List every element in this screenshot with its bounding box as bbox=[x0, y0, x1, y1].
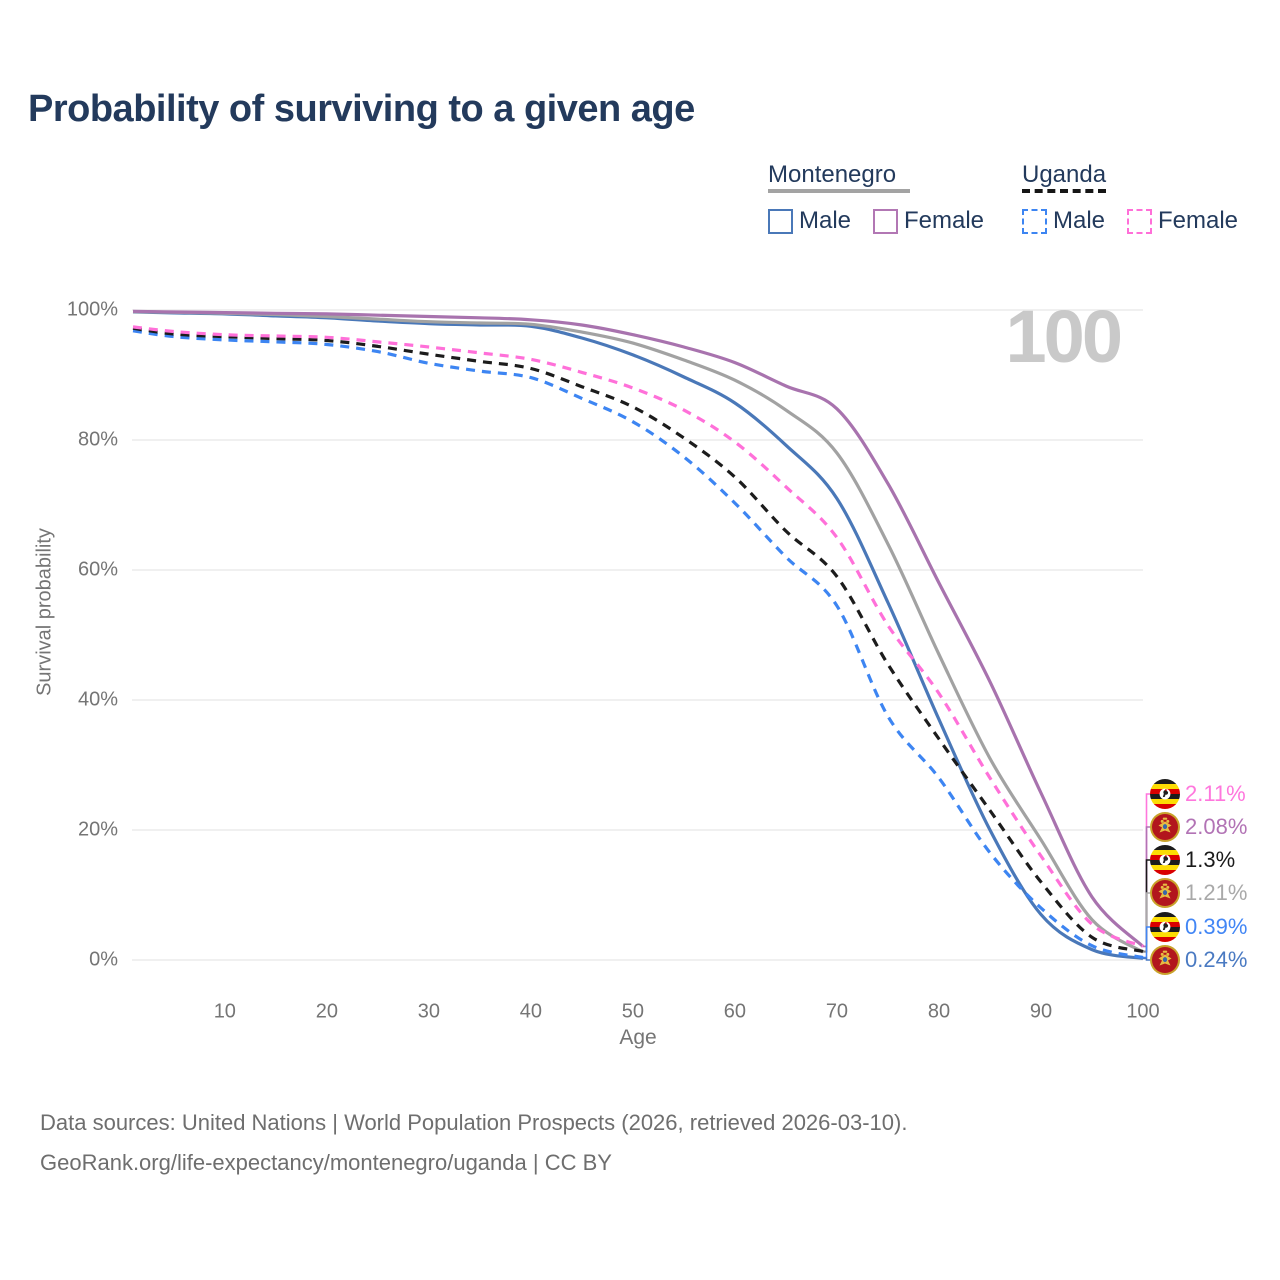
x-tick-label: 30 bbox=[417, 1000, 440, 1023]
y-tick-label: 20% bbox=[77, 818, 118, 841]
series-line-uganda-female[interactable] bbox=[132, 325, 1144, 948]
montenegro-solid-line-swatch bbox=[768, 189, 910, 193]
end-label-value: 2.11% bbox=[1185, 781, 1246, 806]
legend-item-uganda-male[interactable]: Male bbox=[1022, 207, 1105, 235]
end-label-uganda-all: 1.3% bbox=[1150, 845, 1235, 875]
x-tick-label: 50 bbox=[621, 1000, 645, 1023]
uganda-flag-icon bbox=[1150, 845, 1180, 875]
legend-group-title-uganda: Uganda bbox=[1022, 161, 1107, 188]
end-label-value: 2.08% bbox=[1185, 814, 1248, 839]
end-label-value: 1.3% bbox=[1185, 847, 1236, 872]
y-tick-label: 40% bbox=[77, 688, 118, 711]
footer-attribution: GeoRank.org/life-expectancy/montenegro/u… bbox=[40, 1150, 612, 1175]
end-label-value: 1.21% bbox=[1185, 880, 1248, 905]
series-line-uganda-all[interactable] bbox=[132, 326, 1144, 954]
series-line-montenegro-female[interactable] bbox=[132, 309, 1145, 948]
page-title: Probability of surviving to a given age bbox=[28, 88, 695, 130]
legend-label-montenegro-male: Male bbox=[799, 207, 852, 234]
y-tick-label: 60% bbox=[77, 558, 118, 581]
y-axis-label: Survival probability bbox=[33, 528, 56, 696]
end-label-value: 0.24% bbox=[1185, 947, 1248, 972]
legend-item-montenegro-female[interactable]: Female bbox=[873, 207, 984, 235]
uganda-dashed-line-swatch bbox=[1022, 189, 1106, 193]
montenegro-female-checkbox-swatch[interactable] bbox=[873, 208, 898, 234]
uganda-flag-icon bbox=[1150, 912, 1180, 942]
series-line-montenegro-all[interactable] bbox=[132, 310, 1144, 954]
x-tick-label: 60 bbox=[723, 1000, 747, 1023]
uganda-flag-icon bbox=[1150, 779, 1180, 809]
legend-label-montenegro-female: Female bbox=[904, 207, 985, 234]
montenegro-flag-icon bbox=[1150, 812, 1180, 842]
end-label-connector bbox=[1143, 892, 1150, 953]
end-label-uganda-male: 0.39% bbox=[1150, 912, 1247, 942]
end-label-connector bbox=[1143, 957, 1150, 961]
legend-item-montenegro-male[interactable]: Male bbox=[768, 207, 851, 235]
y-tick-label: 100% bbox=[66, 298, 118, 321]
series-line-uganda-male[interactable] bbox=[132, 329, 1144, 960]
uganda-male-checkbox-swatch[interactable] bbox=[1022, 208, 1047, 234]
age-100-watermark: 100 bbox=[1005, 295, 1123, 378]
x-tick-label: 20 bbox=[315, 1000, 338, 1023]
uganda-female-checkbox-swatch[interactable] bbox=[1127, 208, 1152, 234]
x-tick-label: 10 bbox=[213, 1000, 236, 1023]
y-tick-label: 0% bbox=[89, 948, 118, 971]
y-tick-label: 80% bbox=[77, 428, 118, 451]
footer-data-sources: Data sources: United Nations | World Pop… bbox=[40, 1110, 908, 1135]
x-axis-label: Age bbox=[619, 1026, 657, 1049]
montenegro-flag-icon bbox=[1150, 945, 1180, 975]
end-label-montenegro-female: 2.08% bbox=[1150, 812, 1247, 842]
end-label-connector bbox=[1143, 926, 1150, 959]
montenegro-male-checkbox-swatch[interactable] bbox=[768, 208, 793, 234]
x-tick-label: 80 bbox=[927, 1000, 951, 1023]
end-label-montenegro-all: 1.21% bbox=[1150, 878, 1247, 908]
x-tick-label: 70 bbox=[825, 1000, 849, 1023]
montenegro-flag-icon bbox=[1150, 878, 1180, 908]
legend-label-uganda-female: Female bbox=[1158, 207, 1239, 234]
end-label-value: 0.39% bbox=[1185, 914, 1248, 939]
legend-item-uganda-female[interactable]: Female bbox=[1127, 207, 1238, 235]
end-label-uganda-female: 2.11% bbox=[1150, 779, 1246, 809]
legend-group-title-montenegro: Montenegro bbox=[768, 161, 897, 188]
x-tick-label: 100 bbox=[1126, 1000, 1160, 1023]
legend-label-uganda-male: Male bbox=[1053, 207, 1106, 234]
x-tick-label: 40 bbox=[519, 1000, 542, 1023]
x-tick-label: 90 bbox=[1029, 1000, 1053, 1023]
end-label-montenegro-male: 0.24% bbox=[1150, 945, 1247, 975]
